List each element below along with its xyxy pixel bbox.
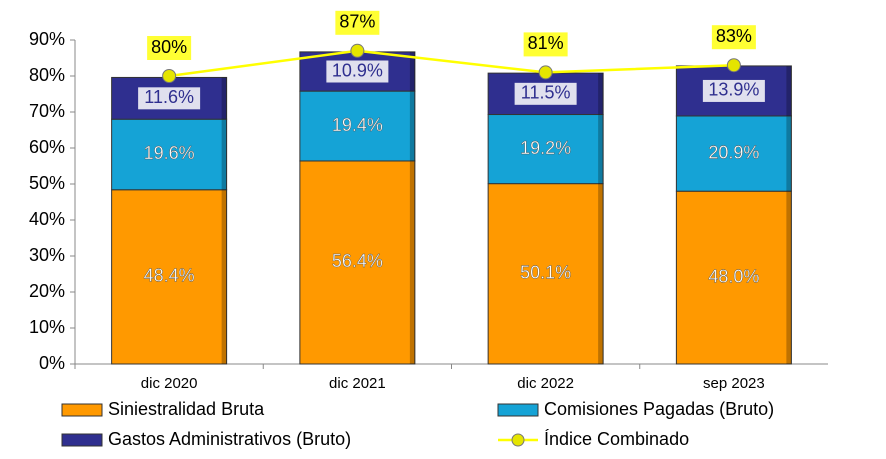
data-label: 50.1% <box>520 263 571 283</box>
y-tick-label: 10% <box>29 317 65 337</box>
data-label: 10.9% <box>332 60 383 80</box>
label-box <box>147 36 192 60</box>
bar-shade <box>221 119 227 190</box>
data-label: 48.0% <box>708 266 759 286</box>
y-tick-label: 0% <box>39 353 65 373</box>
y-tick-label: 90% <box>29 29 65 49</box>
bar-segment <box>675 115 792 192</box>
bar-shade <box>409 160 415 364</box>
data-label: 11.6% <box>144 87 194 107</box>
data-label: 56.4% <box>332 251 383 271</box>
data-label: 11.5% <box>521 83 571 103</box>
y-tick-label: 20% <box>29 281 65 301</box>
label-box <box>523 32 568 57</box>
y-tick-label: 50% <box>29 173 65 193</box>
label-box <box>326 60 389 83</box>
bar-segment <box>487 183 604 365</box>
bar-segment <box>487 114 604 185</box>
bar-shade <box>221 189 227 364</box>
y-tick-label: 80% <box>29 65 65 85</box>
data-label: 48.4% <box>144 266 195 286</box>
legend-swatch <box>61 433 103 447</box>
bar-shade <box>409 51 415 92</box>
data-label: 80% <box>151 37 187 57</box>
x-tick-label: dic 2021 <box>329 375 386 392</box>
data-label: 19.6% <box>144 143 195 163</box>
data-label: 19.2% <box>520 138 571 158</box>
bar-segment <box>675 190 792 365</box>
line-marker <box>350 43 365 58</box>
bar-shade <box>221 77 227 120</box>
label-box <box>514 82 577 105</box>
bar-shade <box>598 114 604 184</box>
line-marker <box>162 69 177 83</box>
label-box <box>335 10 380 35</box>
data-label: 19.4% <box>332 115 383 135</box>
bar-shade <box>409 91 415 161</box>
bar-shade <box>598 73 604 115</box>
y-tick-label: 60% <box>29 137 65 157</box>
line-marker <box>726 58 741 73</box>
legend-label: Comisiones Pagadas (Bruto) <box>544 399 774 419</box>
bar-shade <box>786 65 792 116</box>
data-label: 81% <box>528 33 564 53</box>
y-tick-label: 30% <box>29 245 65 265</box>
legend-label: Siniestralidad Bruta <box>108 399 265 419</box>
line <box>168 49 734 78</box>
label-box <box>711 25 756 50</box>
data-label: 20.9% <box>708 142 759 162</box>
line-marker <box>538 65 553 80</box>
x-tick-label: sep 2023 <box>703 375 765 392</box>
y-tick-label: 40% <box>29 209 65 229</box>
data-label: 13.9% <box>708 80 759 100</box>
bar-segment <box>675 65 792 117</box>
legend-swatch <box>497 403 539 417</box>
legend-swatch <box>61 403 103 417</box>
bar-segment <box>299 160 416 365</box>
bar-shade <box>786 115 792 192</box>
label-box <box>138 87 201 110</box>
bar-segment <box>111 189 228 365</box>
legend-label: Gastos Administrativos (Bruto) <box>108 429 351 449</box>
data-label: 87% <box>339 12 375 32</box>
y-tick-label: 70% <box>29 101 65 121</box>
bar-shade <box>786 191 792 364</box>
legend-label: Índice Combinado <box>544 429 689 449</box>
x-tick-label: dic 2020 <box>141 375 198 392</box>
bar-segment <box>111 118 228 191</box>
x-tick-label: dic 2022 <box>517 375 574 392</box>
label-box <box>702 79 765 102</box>
data-label: 83% <box>716 26 752 46</box>
bar-shade <box>598 183 604 364</box>
legend-marker <box>511 433 525 447</box>
